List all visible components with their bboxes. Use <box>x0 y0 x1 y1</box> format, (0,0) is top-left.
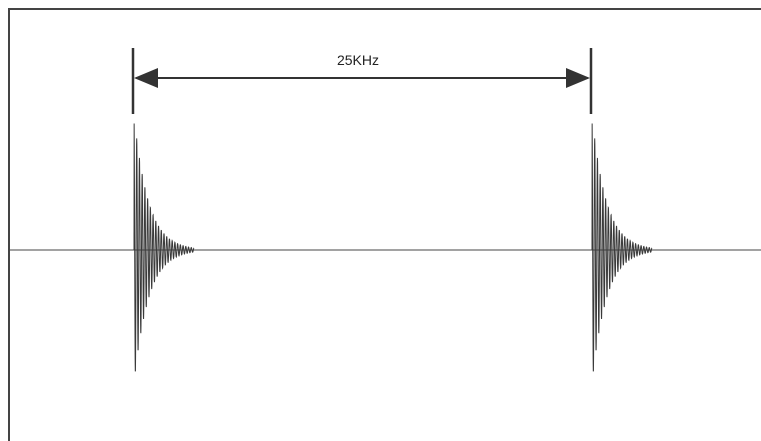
burst-waveform-path <box>591 123 653 372</box>
decaying-burst-2 <box>591 123 653 372</box>
decaying-burst-1 <box>133 123 195 372</box>
plot-frame <box>8 8 761 441</box>
interval-label: 25KHz <box>337 52 379 68</box>
burst-waveform-path <box>133 123 195 372</box>
